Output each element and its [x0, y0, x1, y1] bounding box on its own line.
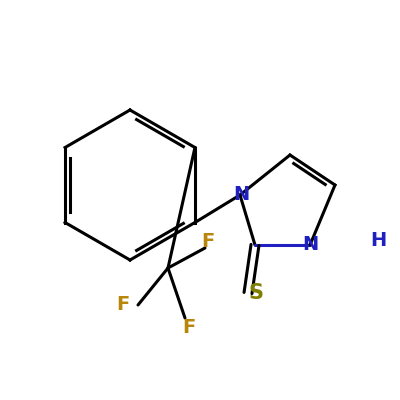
Text: N: N: [233, 186, 249, 204]
Text: F: F: [182, 318, 196, 337]
Text: N: N: [302, 236, 318, 254]
Text: S: S: [248, 283, 264, 303]
Text: H: H: [370, 230, 386, 250]
Text: F: F: [117, 296, 130, 314]
Text: F: F: [201, 232, 215, 251]
